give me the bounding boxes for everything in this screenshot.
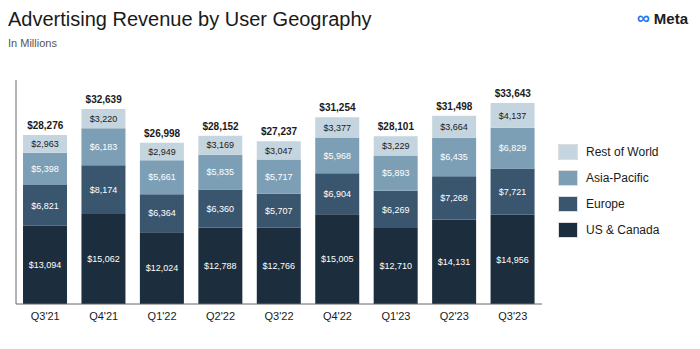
svg-text:$6,183: $6,183 [90, 142, 118, 152]
html-text:Advertising Revenue by User Ge: Advertising Revenue by User Geography [8, 8, 372, 30]
svg-text:Q4'22: Q4'22 [323, 310, 352, 322]
svg-text:$32,639: $32,639 [86, 94, 123, 105]
html-text:∞ Meta: ∞ Meta [637, 8, 688, 28]
svg-text:Q1'23: Q1'23 [381, 310, 410, 322]
svg-text:$6,821: $6,821 [31, 201, 59, 211]
svg-text:Q1'22: Q1'22 [148, 310, 177, 322]
svg-text:$28,276: $28,276 [27, 120, 64, 131]
svg-text:Q3'23: Q3'23 [498, 310, 527, 322]
svg-text:$5,835: $5,835 [207, 167, 235, 177]
svg-text:$6,364: $6,364 [148, 208, 176, 218]
svg-text:Q2'23: Q2'23 [440, 310, 469, 322]
svg-text:$15,005: $15,005 [321, 254, 354, 264]
svg-text:$14,956: $14,956 [496, 255, 529, 265]
html-text:US & Canada: US & Canada [586, 223, 660, 237]
svg-text:$28,101: $28,101 [378, 121, 415, 132]
svg-text:$31,498: $31,498 [436, 101, 473, 112]
svg-text:$12,788: $12,788 [204, 261, 237, 271]
svg-text:$3,169: $3,169 [207, 140, 235, 150]
svg-text:Q3'22: Q3'22 [264, 310, 293, 322]
svg-text:$5,661: $5,661 [148, 172, 176, 182]
svg-text:$12,024: $12,024 [146, 263, 179, 273]
svg-text:$3,377: $3,377 [323, 123, 351, 133]
svg-text:Q4'21: Q4'21 [89, 310, 118, 322]
svg-text:$3,047: $3,047 [265, 146, 293, 156]
svg-text:$5,707: $5,707 [265, 206, 293, 216]
svg-text:$3,220: $3,220 [90, 114, 118, 124]
html-text:Rest of World: Rest of World [586, 145, 659, 159]
svg-text:$33,643: $33,643 [495, 88, 532, 99]
svg-text:$2,949: $2,949 [148, 147, 176, 157]
svg-text:$15,062: $15,062 [87, 254, 120, 264]
svg-text:$31,254: $31,254 [319, 102, 356, 113]
svg-text:$5,398: $5,398 [31, 164, 59, 174]
svg-text:$6,435: $6,435 [440, 152, 468, 162]
svg-text:$12,766: $12,766 [263, 261, 296, 271]
svg-text:$5,893: $5,893 [382, 168, 410, 178]
svg-text:$5,717: $5,717 [265, 172, 293, 182]
svg-text:$14,131: $14,131 [438, 257, 471, 267]
svg-text:$7,268: $7,268 [440, 193, 468, 203]
svg-text:$27,237: $27,237 [261, 126, 298, 137]
svg-text:$28,152: $28,152 [202, 121, 239, 132]
svg-text:$6,829: $6,829 [499, 143, 527, 153]
svg-text:Q2'22: Q2'22 [206, 310, 235, 322]
svg-text:$2,963: $2,963 [31, 139, 59, 149]
svg-text:$26,998: $26,998 [144, 128, 181, 139]
svg-text:$7,721: $7,721 [499, 187, 527, 197]
html-text:In Millions: In Millions [8, 37, 57, 49]
svg-text:$8,174: $8,174 [90, 185, 118, 195]
svg-text:$3,664: $3,664 [440, 122, 468, 132]
svg-text:$6,269: $6,269 [382, 205, 410, 215]
svg-text:$13,094: $13,094 [29, 260, 62, 270]
html-text:Asia-Pacific: Asia-Pacific [586, 171, 649, 185]
svg-text:$3,229: $3,229 [382, 141, 410, 151]
svg-text:$12,710: $12,710 [379, 261, 412, 271]
svg-text:$6,904: $6,904 [323, 189, 351, 199]
html-text:Europe: Europe [586, 197, 625, 211]
svg-text:$4,137: $4,137 [499, 111, 527, 121]
svg-text:Q3'21: Q3'21 [31, 310, 60, 322]
svg-text:$5,968: $5,968 [323, 151, 351, 161]
svg-text:$6,360: $6,360 [207, 204, 235, 214]
